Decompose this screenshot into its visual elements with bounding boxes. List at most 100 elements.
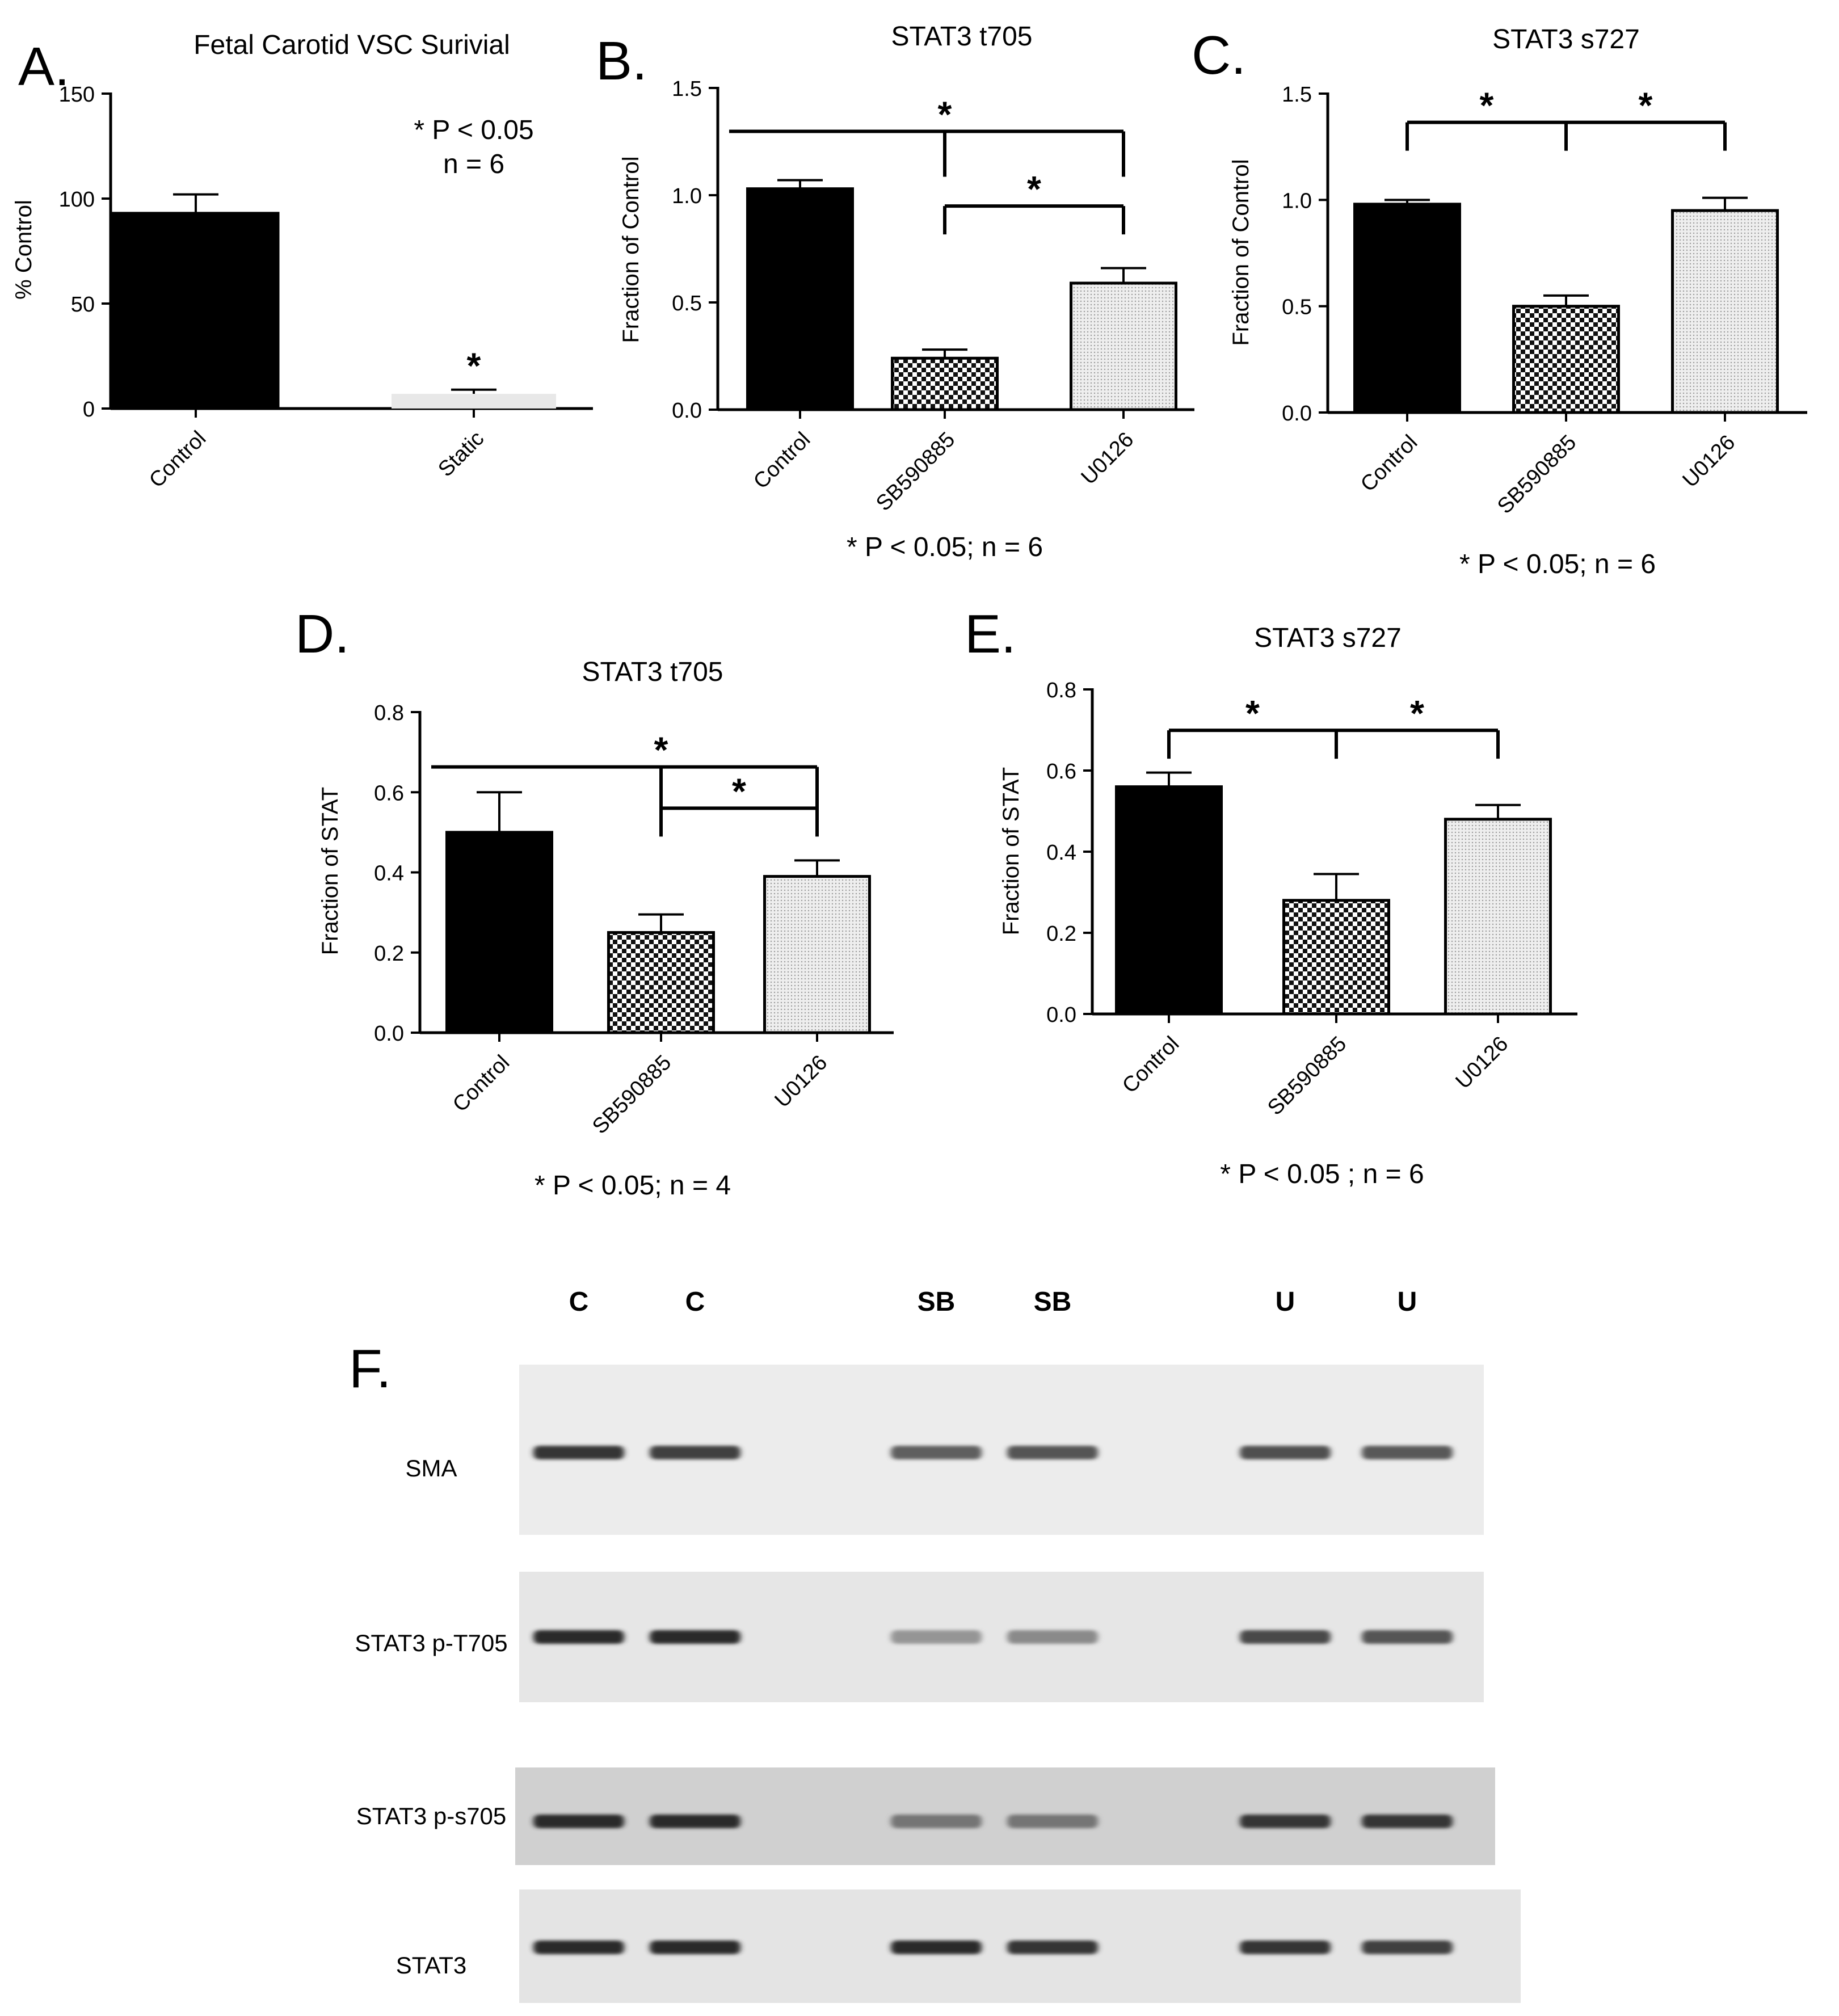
panel-b: B. STAT3 t705 Fraction of Control * P < …	[596, 22, 1194, 562]
blot-band	[533, 1446, 624, 1459]
y-tick-label: 1.5	[1282, 83, 1312, 107]
panel-c: C. STAT3 s727 Fraction of Control * P < …	[1192, 24, 1807, 579]
panel-f-label: F.	[349, 1339, 392, 1399]
significance-star: *	[732, 771, 746, 811]
x-tick-label: SB590885	[1493, 431, 1581, 519]
blot-band	[1240, 1815, 1331, 1828]
lane-label: U	[1398, 1287, 1417, 1317]
lane-label: U	[1276, 1287, 1295, 1317]
blot-band	[1007, 1446, 1098, 1459]
significance-star: *	[1410, 693, 1424, 734]
x-tick-label: Control	[749, 428, 815, 494]
panel-d: D. STAT3 t705 Fraction of STAT * P < 0.0…	[295, 604, 894, 1201]
panel-e-plot: 0.0 0.2 0.4 0.6 0.8 Control SB590885 U0126 * *	[1046, 679, 1577, 1120]
y-tick-label: 150	[59, 83, 95, 107]
y-tick-label: 0.5	[1282, 296, 1312, 319]
x-tick-label: Static	[434, 427, 489, 482]
bar	[891, 356, 999, 411]
bar	[1115, 785, 1223, 1016]
panel-b-ylabel: Fraction of Control	[618, 156, 643, 343]
y-tick-label: 0.6	[1046, 760, 1076, 784]
significance-star: *	[1480, 85, 1494, 126]
x-tick-label: Control	[1356, 431, 1422, 496]
blot-band	[1240, 1630, 1331, 1644]
bar	[1353, 203, 1461, 414]
blot-band	[533, 1941, 624, 1954]
blot-band	[1007, 1630, 1098, 1644]
x-tick-label: U0126	[1451, 1032, 1513, 1094]
x-tick-label: SB590885	[872, 428, 960, 516]
x-tick-label: U0126	[1678, 431, 1740, 493]
panel-a-note-line: * P < 0.05	[414, 115, 533, 145]
y-tick-label: 0.0	[672, 399, 702, 423]
blot-band	[891, 1941, 982, 1954]
blot-band	[650, 1630, 740, 1644]
blot-row-label: STAT3	[396, 1952, 466, 1979]
x-tick-label: Control	[1118, 1032, 1184, 1098]
significance-star: *	[467, 346, 481, 386]
blot-band	[650, 1446, 740, 1459]
significance-star: *	[654, 730, 668, 771]
panel-a-ylabel: % Control	[11, 200, 36, 300]
panel-c-label: C.	[1192, 25, 1246, 86]
panel-d-label: D.	[295, 604, 350, 664]
panel-b-label: B.	[596, 31, 647, 91]
panel-c-plot: 0.0 0.5 1.0 1.5 Control SB590885 U0126 * *	[1282, 83, 1807, 519]
y-tick-label: 0.0	[374, 1022, 404, 1046]
blot-band	[1240, 1941, 1331, 1954]
bar	[1070, 281, 1177, 411]
y-tick-label: 0.5	[672, 292, 702, 315]
y-tick-label: 0.2	[374, 942, 404, 966]
y-tick-label: 0.0	[1046, 1003, 1076, 1027]
y-tick-label: 0.4	[374, 862, 404, 886]
blot-band	[1362, 1630, 1453, 1644]
lane-label: SB	[1034, 1287, 1072, 1317]
y-tick-label: 1.5	[672, 77, 702, 101]
significance-star: *	[1639, 85, 1653, 126]
panel-e-label: E.	[965, 604, 1016, 664]
blot-band	[1362, 1446, 1453, 1459]
significance-star: *	[1027, 169, 1041, 209]
y-tick-label: 0.4	[1046, 841, 1076, 865]
x-tick-label: Control	[448, 1051, 514, 1117]
y-tick-label: 0.8	[1046, 679, 1076, 702]
blot-row-label: SMA	[405, 1455, 457, 1482]
bar	[1671, 209, 1779, 414]
blot-row-label: STAT3 p-s705	[356, 1803, 507, 1829]
panel-d-ylabel: Fraction of STAT	[318, 787, 343, 955]
panel-d-footnote: * P < 0.05; n = 4	[535, 1171, 731, 1201]
panel-b-plot: 0.0 0.5 1.0 1.5 Control SB590885 U0126 * *	[672, 77, 1194, 516]
y-tick-label: 0.0	[1282, 402, 1312, 426]
y-tick-label: 0.6	[374, 781, 404, 805]
panel-a: A. Fetal Carotid VSC Surivial % Control …	[11, 30, 593, 493]
panel-c-footnote: * P < 0.05; n = 6	[1459, 549, 1656, 579]
significance-star: *	[938, 94, 952, 135]
panel-e-title: STAT3 s727	[1254, 623, 1402, 653]
panel-c-title: STAT3 s727	[1492, 24, 1640, 54]
blot-band	[891, 1446, 982, 1459]
panel-c-ylabel: Fraction of Control	[1228, 159, 1253, 346]
bar	[763, 875, 871, 1034]
panel-e: E. STAT3 s727 Fraction of STAT * P < 0.0…	[965, 604, 1577, 1189]
lane-label: C	[569, 1287, 589, 1317]
x-tick-label: U0126	[770, 1051, 832, 1113]
y-tick-label: 0.2	[1046, 922, 1076, 946]
x-tick-label: U0126	[1076, 428, 1138, 490]
blot-band	[891, 1630, 982, 1644]
panel-b-title: STAT3 t705	[891, 22, 1033, 52]
y-tick-label: 100	[59, 188, 95, 212]
blot-band	[650, 1815, 740, 1828]
x-tick-label: SB590885	[588, 1051, 676, 1139]
panel-e-ylabel: Fraction of STAT	[999, 767, 1024, 935]
lane-label: SB	[918, 1287, 956, 1317]
y-tick-label: 1.0	[1282, 189, 1312, 213]
blot-band	[1007, 1815, 1098, 1828]
blot-band	[1362, 1941, 1453, 1954]
blot-band	[533, 1630, 624, 1644]
blot-band	[533, 1815, 624, 1828]
significance-star: *	[1245, 693, 1260, 734]
panel-b-footnote: * P < 0.05; n = 6	[847, 532, 1043, 562]
bar	[746, 187, 854, 411]
panel-f: F. C C SB SB U U SMA STAT3 p-T705 STAT3 p-s705 ST…	[349, 1287, 1521, 2003]
